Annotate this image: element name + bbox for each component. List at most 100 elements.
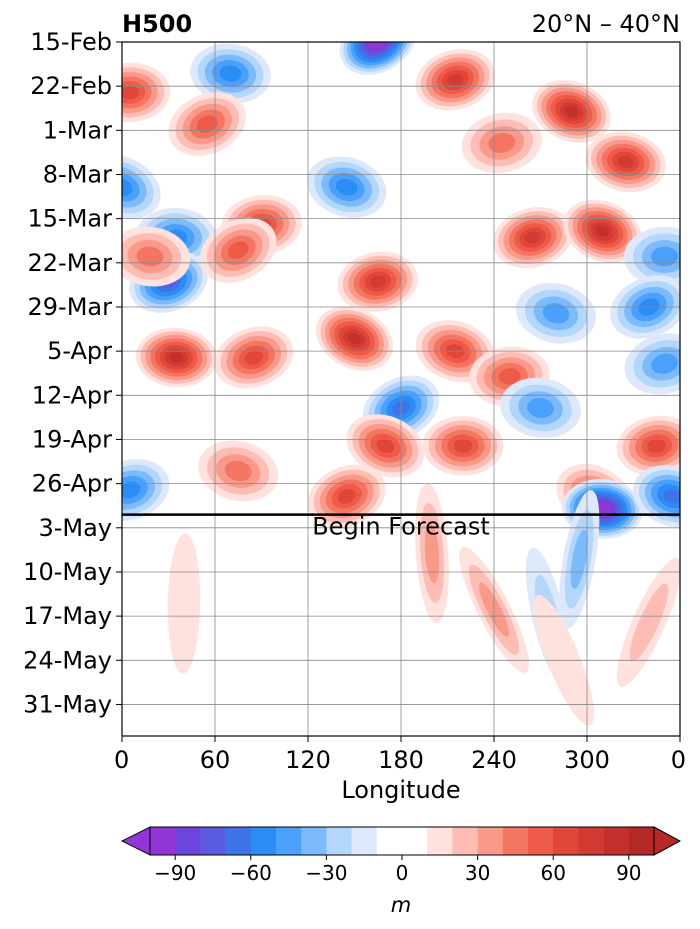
contour-level xyxy=(663,489,680,504)
contour-level xyxy=(244,350,263,365)
contour-feature xyxy=(624,333,680,395)
colorbar: −90 −60 −30 0 30 60 90 xyxy=(120,826,682,885)
y-axis-ticks: 15-Feb 22-Feb 1-Mar 8-Mar 15-Mar 22-Mar 29-Mar… xyxy=(23,28,122,718)
x-tick-label: 0 xyxy=(671,746,686,774)
contour-feature xyxy=(135,327,217,388)
contour-level xyxy=(347,332,362,345)
contour-level xyxy=(169,352,184,363)
contour-feature xyxy=(168,92,247,156)
x-axis-label: Longitude xyxy=(341,776,460,804)
colorbar-segment xyxy=(175,827,201,855)
contour-level xyxy=(122,85,140,100)
colorbar-segment xyxy=(200,827,226,855)
colorbar-tick-label: −90 xyxy=(154,861,196,885)
contour-feature xyxy=(122,226,191,287)
contour-level xyxy=(335,178,358,196)
colorbar-segment xyxy=(628,827,655,855)
contour-feature xyxy=(307,156,387,218)
colorbar-tick-label: 0 xyxy=(396,861,409,885)
y-tick-label: 15-Mar xyxy=(28,205,113,233)
contour-feature xyxy=(624,226,680,287)
x-tick-label: 180 xyxy=(378,746,424,774)
contour-level xyxy=(167,533,201,674)
contour-level xyxy=(224,460,252,482)
contour-level xyxy=(527,397,554,418)
contour-feature xyxy=(415,49,496,111)
contour-feature xyxy=(563,199,642,263)
y-tick-label: 8-Mar xyxy=(43,160,112,188)
contour-feature xyxy=(492,207,573,269)
contour-feature xyxy=(167,533,201,674)
y-tick-label: 12-Apr xyxy=(32,381,112,409)
colorbar-segment xyxy=(150,827,176,855)
x-tick-label: 0 xyxy=(114,746,129,774)
y-tick-label: 22-Feb xyxy=(30,72,112,100)
y-tick-label: 19-Apr xyxy=(32,425,112,453)
contour-feature xyxy=(616,415,680,476)
contour-level xyxy=(647,438,666,453)
colorbar-tick-label: 60 xyxy=(540,861,565,885)
colorbar-tick-label: 30 xyxy=(465,861,490,885)
contour-feature xyxy=(337,251,418,312)
contour-level xyxy=(498,368,521,385)
contour-feature xyxy=(500,377,581,438)
contour-feature xyxy=(315,306,394,371)
colorbar-segment xyxy=(225,827,252,855)
contour-feature xyxy=(200,217,277,283)
y-tick-label: 17-May xyxy=(23,602,112,630)
contour-level xyxy=(122,481,141,499)
colorbar-extend-low xyxy=(120,826,151,856)
contour-feature xyxy=(532,80,611,143)
contour-feature xyxy=(122,62,171,123)
y-tick-label: 26-Apr xyxy=(32,470,112,498)
x-axis-ticks: 0 60 120 180 240 300 0 xyxy=(114,736,686,774)
colorbar-segment xyxy=(427,827,453,855)
contour-level xyxy=(122,172,140,202)
contour-level xyxy=(617,155,634,168)
contour-level xyxy=(524,231,541,244)
colorbar-segment xyxy=(351,827,378,855)
contour-feature xyxy=(515,282,597,344)
y-tick-label: 1-Mar xyxy=(43,116,112,144)
contour-level xyxy=(136,246,164,267)
y-tick-label: 10-May xyxy=(23,558,112,586)
contour-feature xyxy=(307,464,386,528)
contour-feature xyxy=(559,490,600,629)
contour-feature xyxy=(214,326,294,389)
contour-level xyxy=(447,73,464,86)
colorbar-segment xyxy=(553,827,579,855)
y-tick-label: 22-Mar xyxy=(28,249,113,277)
colorbar-tick-label: −30 xyxy=(305,861,347,885)
x-tick-label: 300 xyxy=(564,746,610,774)
contour-level xyxy=(596,504,609,514)
colorbar-tick-label: 90 xyxy=(616,861,641,885)
colorbar-segment xyxy=(301,827,327,855)
y-tick-label: 15-Feb xyxy=(30,28,112,56)
colorbar-segment xyxy=(603,827,630,855)
contour-feature xyxy=(198,440,279,502)
y-tick-label: 29-Mar xyxy=(28,293,113,321)
colorbar-segment xyxy=(250,827,277,855)
contour-level xyxy=(651,353,678,374)
colorbar-segment xyxy=(276,827,302,855)
contour-level xyxy=(629,583,669,662)
contour-level xyxy=(424,523,440,584)
contour-field xyxy=(122,42,680,726)
contour-level xyxy=(337,488,356,504)
contour-level xyxy=(651,246,678,267)
contour-level xyxy=(376,438,395,454)
colorbar-tick-label: −60 xyxy=(230,861,272,885)
colorbar-segment xyxy=(452,827,478,855)
contour-feature xyxy=(616,557,680,687)
contour-feature xyxy=(422,416,504,476)
x-tick-label: 120 xyxy=(285,746,331,774)
colorbar-segment xyxy=(502,827,529,855)
y-tick-label: 24-May xyxy=(23,646,112,674)
y-tick-label: 31-May xyxy=(23,690,112,718)
contour-level xyxy=(219,65,242,82)
contour-feature xyxy=(122,459,170,521)
contour-level xyxy=(453,438,473,453)
contour-level xyxy=(227,241,249,260)
chart-subtitle: 20°N – 40°N xyxy=(532,10,680,38)
